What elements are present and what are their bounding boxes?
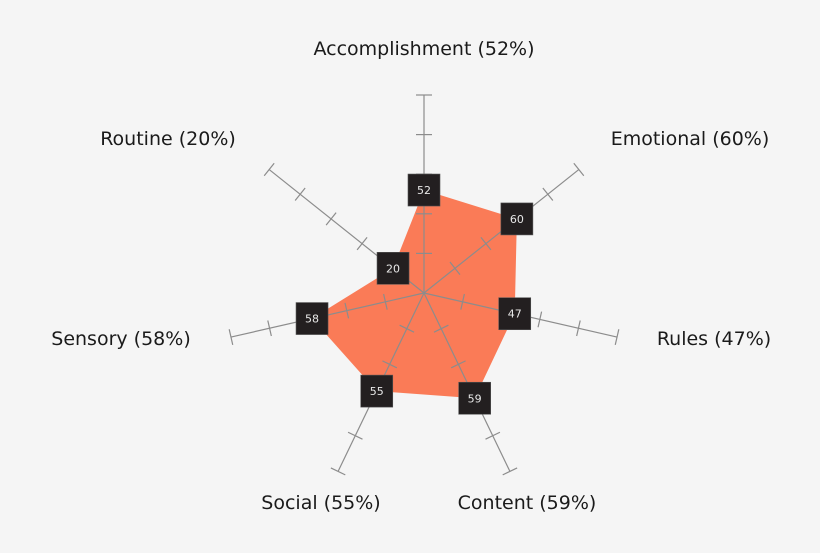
value-box: 60	[500, 202, 534, 236]
axis-label-rules: Rules (47%)	[656, 328, 772, 350]
axis-tick	[399, 324, 415, 333]
axis-tick	[450, 360, 466, 369]
value-box: 47	[498, 297, 532, 331]
axis-label-emotional: Emotional (60%)	[610, 128, 770, 150]
axis-tick	[485, 431, 501, 440]
axis-tick	[537, 311, 543, 328]
value-text: 58	[305, 313, 319, 326]
value-box: 20	[376, 252, 410, 285]
axis-tick	[614, 329, 620, 345]
axis-label-content: Content (59%)	[457, 492, 597, 514]
value-box: 52	[407, 173, 441, 207]
axis-tick	[460, 293, 465, 310]
axis-tick	[502, 467, 518, 476]
axis-tick	[294, 187, 306, 201]
value-text: 55	[370, 385, 384, 398]
axis-tick	[576, 320, 581, 337]
axis-label-routine: Routine (20%)	[100, 128, 236, 150]
axis-tick	[347, 431, 363, 440]
axis-tick	[356, 236, 368, 251]
axis-label-accomplishment: Accomplishment (52%)	[313, 38, 535, 60]
axis-tick	[325, 212, 337, 226]
axis-tick	[542, 187, 554, 201]
axis-tick	[480, 236, 492, 251]
axis-tick	[433, 324, 449, 333]
value-area	[312, 190, 517, 399]
axis-tick	[263, 162, 275, 177]
value-box: 58	[295, 302, 329, 335]
radar-axes	[228, 94, 620, 476]
data-polygon	[312, 190, 517, 399]
axis-tick	[449, 261, 461, 275]
axis-tick	[344, 302, 350, 319]
axis-label-social: Social (55%)	[261, 492, 381, 514]
axis-tick	[382, 360, 398, 369]
value-box: 55	[360, 374, 394, 408]
value-text: 20	[386, 262, 400, 275]
value-markers: 52 60 47 59 55 58 20	[295, 173, 534, 415]
axis-tick	[267, 320, 272, 337]
axis-label-sensory: Sensory (58%)	[51, 328, 191, 350]
axis-tick	[573, 162, 585, 177]
axis-tick	[330, 467, 346, 476]
value-text: 59	[468, 392, 482, 405]
value-text: 47	[508, 308, 522, 321]
value-text: 60	[510, 213, 524, 226]
value-text: 52	[417, 184, 431, 197]
axis-tick	[228, 329, 234, 345]
axis-tick	[383, 293, 388, 310]
value-box: 59	[458, 381, 491, 415]
